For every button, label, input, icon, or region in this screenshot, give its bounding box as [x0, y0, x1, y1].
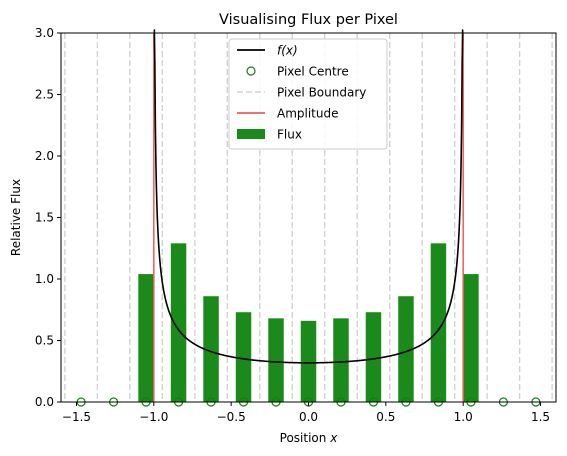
x-tick-label: −1.0 [139, 410, 168, 424]
fx-curve [153, 29, 464, 364]
y-tick-label: 2.5 [35, 88, 54, 102]
x-tick-label: −1.5 [62, 410, 91, 424]
legend-label: f(x) [277, 43, 298, 57]
flux-bar [463, 274, 479, 402]
legend-marker-swatch [246, 66, 256, 76]
x-tick-label: 1.5 [531, 410, 550, 424]
y-tick-label: 3.0 [35, 26, 54, 40]
flux-bar [365, 312, 382, 402]
legend-item: f(x) [237, 43, 298, 57]
x-tick-label: −0.5 [217, 410, 246, 424]
x-tick-label: 0.0 [299, 410, 318, 424]
legend-label-variable: f(x) [277, 43, 298, 57]
chart-title: Visualising Flux per Pixel [219, 12, 398, 28]
y-tick-label: 0.0 [35, 395, 54, 409]
legend-item: Pixel Centre [246, 64, 349, 78]
flux-bar [268, 318, 284, 402]
flux-bar [430, 243, 447, 402]
flux-bar [138, 274, 154, 402]
pixel-boundaries [64, 33, 553, 402]
flux-bar [333, 318, 349, 402]
x-axis-label-text: Position [280, 431, 327, 445]
legend-box [228, 38, 388, 150]
flux-bars [138, 243, 479, 402]
y-tick-label: 0.5 [35, 334, 54, 348]
flux-bar [398, 296, 414, 402]
legend-label: Flux [277, 127, 302, 141]
flux-bar [203, 296, 219, 402]
x-axis-label-variable: x [329, 431, 338, 445]
amplitude-lines [153, 33, 464, 402]
legend-label: Pixel Boundary [277, 85, 366, 99]
x-axis-label: Position x [280, 431, 339, 445]
y-axis-label: Relative Flux [9, 179, 23, 256]
y-tick-label: 1.5 [35, 211, 54, 225]
flux-bar [170, 243, 187, 402]
legend-item: Amplitude [237, 106, 339, 120]
flux-bar [235, 312, 252, 402]
legend-patch-swatch [237, 129, 265, 139]
legend-label: Amplitude [277, 106, 339, 120]
legend: f(x) Pixel Centre Pixel Boundary Amplitude F… [228, 38, 388, 150]
y-tick-label: 1.0 [35, 272, 54, 286]
x-tick-label: 0.5 [376, 410, 395, 424]
flux-bar [300, 320, 317, 402]
x-axis-ticks: −1.5 −1.0 −0.5 0.0 0.5 1.0 1.5 [62, 402, 550, 424]
x-tick-label: 1.0 [454, 410, 473, 424]
legend-label: Pixel Centre [277, 64, 349, 78]
y-axis-ticks: 0.0 0.5 1.0 1.5 2.0 2.5 3.0 [35, 26, 61, 409]
legend-item: Flux [237, 127, 302, 141]
y-tick-label: 2.0 [35, 149, 54, 163]
legend-item: Pixel Boundary [237, 85, 366, 99]
